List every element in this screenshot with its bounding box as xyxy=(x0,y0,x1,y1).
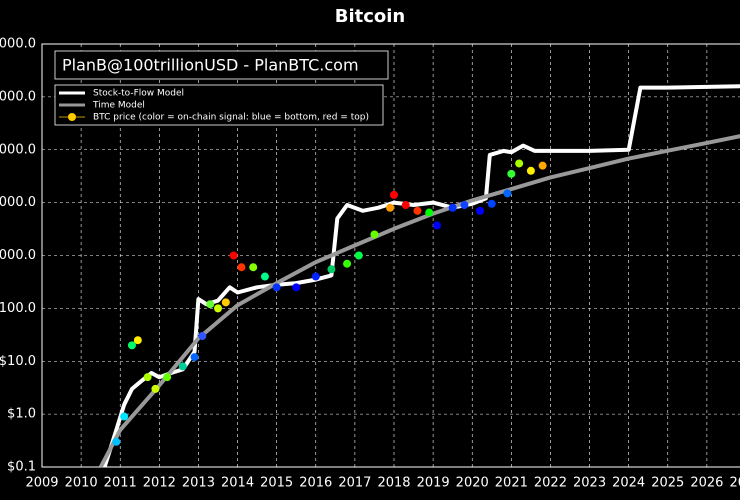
legend-box xyxy=(54,84,384,126)
price-point xyxy=(112,437,121,446)
price-point xyxy=(163,373,172,382)
y-tick-label: $10.0 xyxy=(0,354,36,369)
price-point xyxy=(526,166,535,175)
x-tick-label: 2024 xyxy=(612,476,645,491)
price-point xyxy=(127,341,136,350)
price-point xyxy=(120,412,129,421)
annotation-box xyxy=(54,50,389,80)
price-point xyxy=(198,332,207,341)
x-tick-label: 2022 xyxy=(534,476,567,491)
x-tick-label: 2016 xyxy=(299,476,332,491)
price-point xyxy=(370,230,379,239)
x-tick-label: 2014 xyxy=(221,476,254,491)
legend-swatch xyxy=(68,113,76,121)
price-point xyxy=(433,221,442,230)
price-point xyxy=(354,251,363,260)
price-point xyxy=(476,206,485,215)
y-tick-label: $1,000.0 xyxy=(0,248,36,263)
x-tick-label: 2010 xyxy=(65,476,98,491)
model-line xyxy=(98,134,740,467)
price-point xyxy=(327,265,336,274)
price-point xyxy=(507,169,516,178)
price-point xyxy=(249,263,258,272)
model-line xyxy=(102,84,740,467)
x-tick-label: 2011 xyxy=(104,476,137,491)
chart-title: Bitcoin xyxy=(335,6,406,27)
x-tick-label: 2019 xyxy=(417,476,450,491)
x-tick-label: 2013 xyxy=(182,476,215,491)
price-point xyxy=(143,373,152,382)
annotation: PlanB@100trillionUSD - PlanBTC.com xyxy=(62,56,359,75)
y-tick-label: $10,000,000.0 xyxy=(0,37,36,52)
price-point xyxy=(292,283,301,292)
x-tick-label: 2018 xyxy=(377,476,410,491)
x-tick-label: 2027 xyxy=(729,476,740,491)
x-tick-label: 2023 xyxy=(573,476,606,491)
price-point xyxy=(272,283,281,292)
price-point xyxy=(538,161,547,170)
price-point xyxy=(151,384,160,393)
y-tick-label: $1,000,000.0 xyxy=(0,89,36,104)
y-tick-label: $100,000.0 xyxy=(0,142,36,157)
plot-area xyxy=(98,84,740,467)
price-point xyxy=(487,199,496,208)
x-tick-label: 2017 xyxy=(338,476,371,491)
price-point xyxy=(386,203,395,212)
x-tick-label: 2012 xyxy=(143,476,176,491)
x-tick-label: 2009 xyxy=(25,476,58,491)
y-tick-label: $100.0 xyxy=(0,301,36,316)
price-point xyxy=(178,362,187,371)
price-point xyxy=(390,190,398,199)
price-point xyxy=(401,201,410,210)
price-point xyxy=(311,272,320,281)
y-tick-label: $0.1 xyxy=(7,460,36,475)
price-point xyxy=(413,206,422,215)
price-point xyxy=(214,304,222,313)
price-point xyxy=(425,208,434,217)
y-tick-label: $10,000.0 xyxy=(0,195,36,210)
x-tick-label: 2015 xyxy=(260,476,293,491)
price-point xyxy=(221,298,230,307)
price-point xyxy=(503,189,512,198)
price-point xyxy=(515,159,524,168)
price-point xyxy=(343,259,352,268)
price-point xyxy=(448,203,457,212)
price-point xyxy=(190,353,199,362)
price-point xyxy=(229,251,238,260)
x-tick-label: 2026 xyxy=(690,476,723,491)
price-point xyxy=(460,201,469,210)
price-point xyxy=(206,300,215,309)
price-point xyxy=(237,263,246,272)
x-tick-label: 2021 xyxy=(495,476,528,491)
price-point xyxy=(260,272,269,281)
legend-label: Time Model xyxy=(92,101,145,111)
legend-label: BTC price (color = on-chain signal: blue… xyxy=(93,113,369,123)
y-tick-label: $1.0 xyxy=(7,407,36,422)
x-tick-label: 2020 xyxy=(456,476,489,491)
price-point xyxy=(133,336,142,345)
legend-label: Stock-to-Flow Model xyxy=(93,89,184,99)
x-tick-label: 2025 xyxy=(651,476,684,491)
